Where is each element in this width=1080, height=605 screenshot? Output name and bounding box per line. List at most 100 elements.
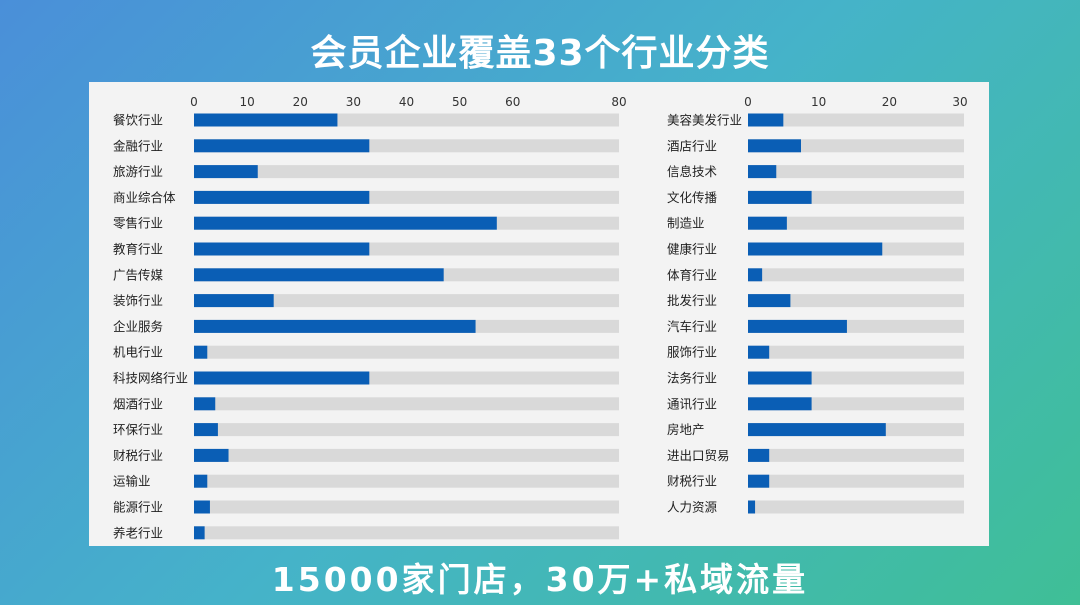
bar [194, 242, 370, 256]
chart-panel: 0 10 20 30 40 50 60 80 餐饮行业 金融行业 旅游行业 商业综合体 零售行业 教育行业… [89, 82, 989, 546]
bar-track [748, 268, 964, 282]
bar [194, 165, 258, 179]
chart-1: 0 10 20 30 40 50 60 80 餐饮行业金融行业旅游行业商业综合体零售行业教育行业… [113, 95, 627, 540]
category-label: 酒店行业 [667, 138, 717, 153]
category-label: 人力资源 [667, 500, 718, 515]
bar-track [748, 294, 964, 308]
bar-track [748, 139, 964, 153]
category-label: 房地产 [667, 422, 705, 437]
category-label: 环保行业 [113, 422, 163, 437]
category-label: 旅游行业 [113, 164, 163, 179]
bar [194, 474, 208, 488]
category-label: 法务行业 [667, 371, 717, 386]
category-label: 汽车行业 [667, 319, 717, 334]
x-tick-label: 20 [293, 95, 308, 109]
bar [194, 113, 338, 127]
category-label: 进出口贸易 [667, 448, 730, 463]
x-tick-label: 40 [399, 95, 414, 109]
bar-track [194, 526, 619, 540]
x-tick-label: 50 [452, 95, 467, 109]
bar [748, 190, 812, 204]
bar-track [748, 345, 964, 359]
category-label: 教育行业 [113, 242, 163, 257]
category-label: 广告传媒 [113, 267, 164, 282]
category-label: 批发行业 [667, 293, 717, 308]
bar-track [748, 500, 964, 514]
x-tick-label: 20 [882, 95, 897, 109]
category-label: 机电行业 [113, 345, 163, 360]
category-label: 科技网络行业 [113, 371, 188, 386]
bar-track [194, 500, 619, 514]
bar [748, 165, 777, 179]
bar [748, 216, 787, 230]
category-label: 企业服务 [113, 319, 163, 334]
industry-bar-charts: 0 10 20 30 40 50 60 80 餐饮行业金融行业旅游行业商业综合体零售行业教育行业… [113, 95, 968, 540]
category-label: 养老行业 [113, 525, 163, 540]
bar [194, 345, 208, 359]
bar [194, 500, 210, 514]
bar [748, 139, 801, 153]
bar-track [194, 345, 619, 359]
bar-track [194, 294, 619, 308]
bar [748, 113, 784, 127]
bar-track [194, 448, 619, 462]
x-tick-label: 30 [952, 95, 967, 109]
category-label: 信息技术 [667, 164, 718, 179]
bar [194, 423, 218, 437]
bar [748, 397, 812, 411]
bar [194, 371, 370, 385]
category-label: 通讯行业 [667, 396, 717, 411]
bar-track [194, 423, 619, 437]
category-label: 能源行业 [113, 500, 163, 515]
x-tick-label: 30 [346, 95, 361, 109]
category-label: 商业综合体 [113, 190, 176, 205]
bar [748, 319, 847, 333]
category-label: 制造业 [667, 216, 705, 231]
bar [194, 139, 370, 153]
category-label: 健康行业 [667, 242, 717, 257]
category-label: 财税行业 [667, 474, 717, 489]
x-tick-label: 10 [239, 95, 254, 109]
bar [194, 319, 476, 333]
category-label: 文化传播 [667, 190, 718, 205]
x-tick-label: 60 [505, 95, 520, 109]
bar-track [748, 165, 964, 179]
bar [748, 345, 770, 359]
page-title: 会员企业覆盖33个行业分类 [310, 33, 770, 74]
bar [748, 242, 883, 256]
bar [748, 294, 791, 308]
bar [194, 268, 444, 282]
category-label: 装饰行业 [113, 293, 163, 308]
bar-track [748, 474, 964, 488]
bar [748, 268, 763, 282]
x-tick-label: 0 [190, 95, 198, 109]
footer-tagline: 15000家门店，30万+私域流量 [271, 560, 809, 599]
bar-track [748, 113, 964, 127]
bar [194, 526, 205, 540]
bar-track [194, 397, 619, 411]
chart-2: 0 10 20 30 美容美发行业酒店行业信息技术文化传播制造业健康行业体育行业批发行业… [667, 95, 968, 515]
bar [194, 397, 216, 411]
bar [748, 500, 756, 514]
category-label: 运输业 [113, 474, 151, 489]
category-label: 财税行业 [113, 448, 163, 463]
bar [194, 190, 370, 204]
bar [748, 448, 770, 462]
x-tick-label: 80 [611, 95, 626, 109]
category-label: 服饰行业 [667, 345, 717, 360]
category-label: 美容美发行业 [667, 113, 742, 128]
bar-track [194, 165, 619, 179]
x-tick-label: 10 [811, 95, 826, 109]
category-label: 烟酒行业 [113, 396, 163, 411]
bar [748, 423, 886, 437]
x-tick-label: 0 [744, 95, 752, 109]
bar-track [748, 216, 964, 230]
category-label: 金融行业 [113, 138, 163, 153]
bar [748, 474, 770, 488]
category-label: 体育行业 [667, 267, 717, 282]
bar-track [194, 474, 619, 488]
bar [748, 371, 812, 385]
category-label: 餐饮行业 [113, 113, 163, 128]
bar [194, 448, 229, 462]
bar [194, 294, 274, 308]
